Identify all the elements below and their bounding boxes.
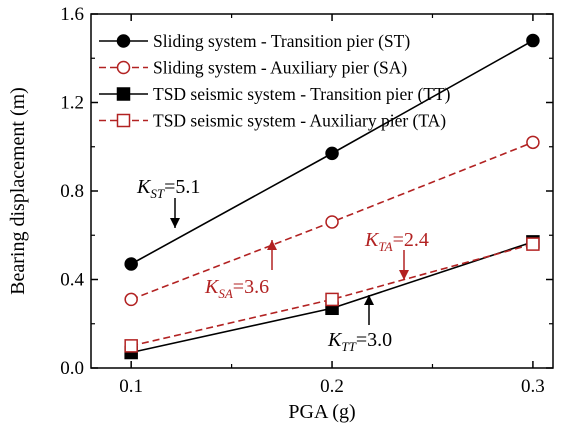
annotation-label: KTA=2.4 — [364, 229, 429, 254]
ticks-layer: 0.1 0.2 0.3 0.0 0.4 0.8 1.2 1.6 — [60, 4, 553, 397]
y-tick-label: 0.8 — [60, 181, 84, 202]
legend-label: Sliding system - Transition pier (ST) — [153, 31, 410, 51]
data-point — [325, 292, 339, 307]
y-axis-title: Bearing displacement (m) — [7, 87, 29, 295]
annotation-arrow-head — [170, 218, 180, 228]
y-tick-label: 1.2 — [60, 93, 84, 114]
annotation-k-tt: KTT=3.0 — [327, 295, 392, 354]
data-point — [124, 292, 138, 307]
annotation-label: KTT=3.0 — [327, 329, 392, 354]
legend-swatch-marker — [116, 113, 131, 128]
data-point — [325, 146, 339, 161]
series-1 — [124, 135, 540, 307]
y-tick-label: 0.4 — [60, 270, 84, 291]
annotation-k-sa: KSA=3.6 — [204, 240, 277, 301]
annotation-arrow-head — [267, 240, 277, 250]
x-tick-label: 0.2 — [320, 376, 344, 397]
y-tick-label: 1.6 — [60, 4, 84, 25]
annotation-label: KSA=3.6 — [204, 276, 269, 301]
series-0 — [124, 33, 540, 271]
series-layer — [124, 33, 540, 360]
data-point — [526, 135, 540, 150]
legend: Sliding system - Transition pier (ST) Sli… — [99, 31, 451, 131]
legend-label: TSD seismic system - Transition pier (TT… — [153, 84, 451, 104]
legend-label: TSD seismic system - Auxiliary pier (TA) — [153, 111, 446, 131]
legend-item-3: TSD seismic system - Auxiliary pier (TA) — [99, 111, 446, 131]
annotations-layer: KST=5.1 KSA=3.6 KTA=2.4 KTT=3.0 — [136, 176, 429, 354]
data-point — [526, 33, 540, 48]
series-line — [130, 243, 534, 347]
annotation-arrow-head — [364, 295, 374, 305]
legend-swatch-marker — [116, 87, 131, 101]
annotation-label: KST=5.1 — [136, 176, 200, 201]
annotation-arrow-head — [399, 270, 409, 280]
x-tick-label: 0.1 — [119, 376, 143, 397]
plot-frame — [90, 13, 554, 369]
series-3 — [124, 237, 540, 353]
legend-label: Sliding system - Auxiliary pier (SA) — [153, 58, 407, 78]
data-point — [325, 215, 339, 229]
y-tick-label: 0.0 — [60, 358, 84, 379]
annotation-k-ta: KTA=2.4 — [364, 229, 429, 280]
annotation-k-st: KST=5.1 — [136, 176, 200, 228]
x-axis-title: PGA (g) — [288, 401, 355, 423]
x-tick-label: 0.3 — [521, 376, 545, 397]
data-point — [124, 339, 138, 353]
legend-swatch-marker — [116, 34, 131, 48]
data-point — [526, 237, 540, 251]
legend-item-0: Sliding system - Transition pier (ST) — [99, 31, 410, 51]
legend-item-2: TSD seismic system - Transition pier (TT… — [99, 84, 451, 104]
legend-item-1: Sliding system - Auxiliary pier (SA) — [99, 58, 407, 78]
legend-swatch-marker — [116, 60, 131, 75]
data-point — [124, 257, 138, 271]
